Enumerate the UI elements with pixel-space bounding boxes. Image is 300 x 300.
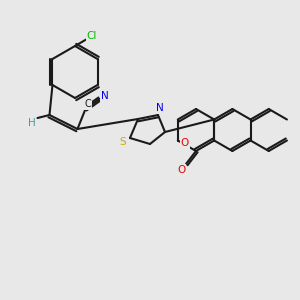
Text: O: O xyxy=(181,139,189,148)
Text: N: N xyxy=(156,103,164,113)
Text: S: S xyxy=(120,137,126,147)
Text: C: C xyxy=(84,99,91,109)
Text: N: N xyxy=(100,91,108,101)
Text: H: H xyxy=(28,118,35,128)
Text: O: O xyxy=(177,165,185,175)
Text: Cl: Cl xyxy=(87,31,97,41)
